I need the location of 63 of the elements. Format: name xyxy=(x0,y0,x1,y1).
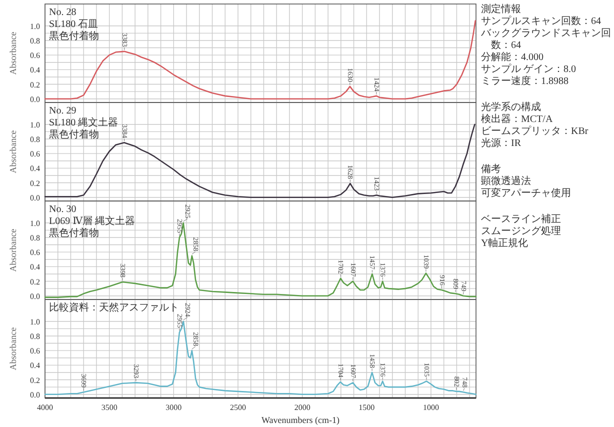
y-tick-label: 0.0 xyxy=(30,94,40,104)
y-axis-title: Absorbance xyxy=(8,327,18,370)
text: 測定情報 xyxy=(481,3,521,15)
y-tick-label: 0.4 xyxy=(30,361,40,370)
y-tick-label: 0.2 xyxy=(30,277,40,286)
y-tick-label: 0.4 xyxy=(30,164,40,174)
text: 分解能：4.000 xyxy=(481,51,544,63)
x-tick-label: 1500 xyxy=(358,403,375,412)
y-tick-label: 0.4 xyxy=(30,262,40,272)
x-tick-label: 3000 xyxy=(166,403,182,412)
text: SL180 縄文土器 xyxy=(49,116,118,128)
y-tick-label: 0.2 xyxy=(30,178,40,188)
y-tick-label: 0.8 xyxy=(30,134,40,144)
line-series xyxy=(44,20,476,100)
y-tick-label: 0.6 xyxy=(30,248,40,258)
y-axis-title: Absorbance xyxy=(8,228,18,272)
text: サンプルスキャン回数：64 xyxy=(481,15,601,27)
x-axis-title: Wavenumbers (cm-1) xyxy=(262,415,340,425)
text: 備考 xyxy=(481,163,501,175)
text: SL180 石皿 xyxy=(49,19,98,30)
y-tick-label: 0.0 xyxy=(30,390,40,400)
y-tick-label: 1.0 xyxy=(30,120,40,130)
y-tick-label: 0.0 xyxy=(30,292,40,301)
y-tick-label: 0.8 xyxy=(30,36,40,46)
text: 光源：IR xyxy=(481,137,522,149)
y-tick-label: 0.4 xyxy=(30,66,40,75)
text: スムージング処理 xyxy=(481,226,561,237)
y-tick-label: 0.6 xyxy=(30,51,40,60)
y-tick-label: 0.6 xyxy=(30,346,40,356)
x-tick-label: 1000 xyxy=(422,403,439,412)
y-tick-label: 0.8 xyxy=(30,332,40,341)
annotation: 黒色付着物 xyxy=(49,30,99,42)
chart-title: No. 29 xyxy=(49,106,76,116)
y-axis-title: Absorbance xyxy=(8,130,18,174)
x-tick-label: 2500 xyxy=(230,403,246,412)
y-tick-label: 0.2 xyxy=(30,80,40,90)
y-axis-title: Absorbance xyxy=(8,32,18,75)
text: サンプル ゲイン：8.0 xyxy=(481,63,576,75)
annotation: 黒色付着物 xyxy=(49,128,99,140)
text: 顕微透過法 xyxy=(480,175,531,187)
y-tick-label: 0.0 xyxy=(30,193,40,202)
text: L069 Ⅳ層 縄文土器 xyxy=(49,215,136,227)
y-tick-label: 0.8 xyxy=(30,233,40,242)
text: ベースライン補正 xyxy=(481,213,561,225)
text: ミラー速度：1.8988 xyxy=(481,75,568,87)
x-tick-label: 2000 xyxy=(294,403,310,412)
annotation: 黒色付着物 xyxy=(49,227,99,239)
text: バックグラウンドスキャン回数：64 xyxy=(480,28,611,51)
chart-title: 比較資料：天然アスファルト xyxy=(49,302,179,314)
text: 光学系の構成 xyxy=(481,101,541,113)
text: 検出器：MCT/A xyxy=(481,113,554,125)
text: ビームスプリッタ：KBr xyxy=(481,125,589,137)
y-tick-label: 0.6 xyxy=(30,150,40,159)
y-tick-label: 1.0 xyxy=(30,218,40,228)
text: 可変アパーチャ使用 xyxy=(481,187,571,199)
x-tick-label: 4000 xyxy=(37,403,53,412)
x-tick-label: 3500 xyxy=(101,403,118,412)
chart-title: No. 28 xyxy=(49,7,76,18)
text: Y軸正規化 xyxy=(481,237,528,249)
y-tick-label: 1.0 xyxy=(30,22,40,31)
y-tick-label: 1.0 xyxy=(30,317,40,326)
y-tick-label: 0.2 xyxy=(30,376,40,385)
chart-title: No. 30 xyxy=(49,204,76,215)
